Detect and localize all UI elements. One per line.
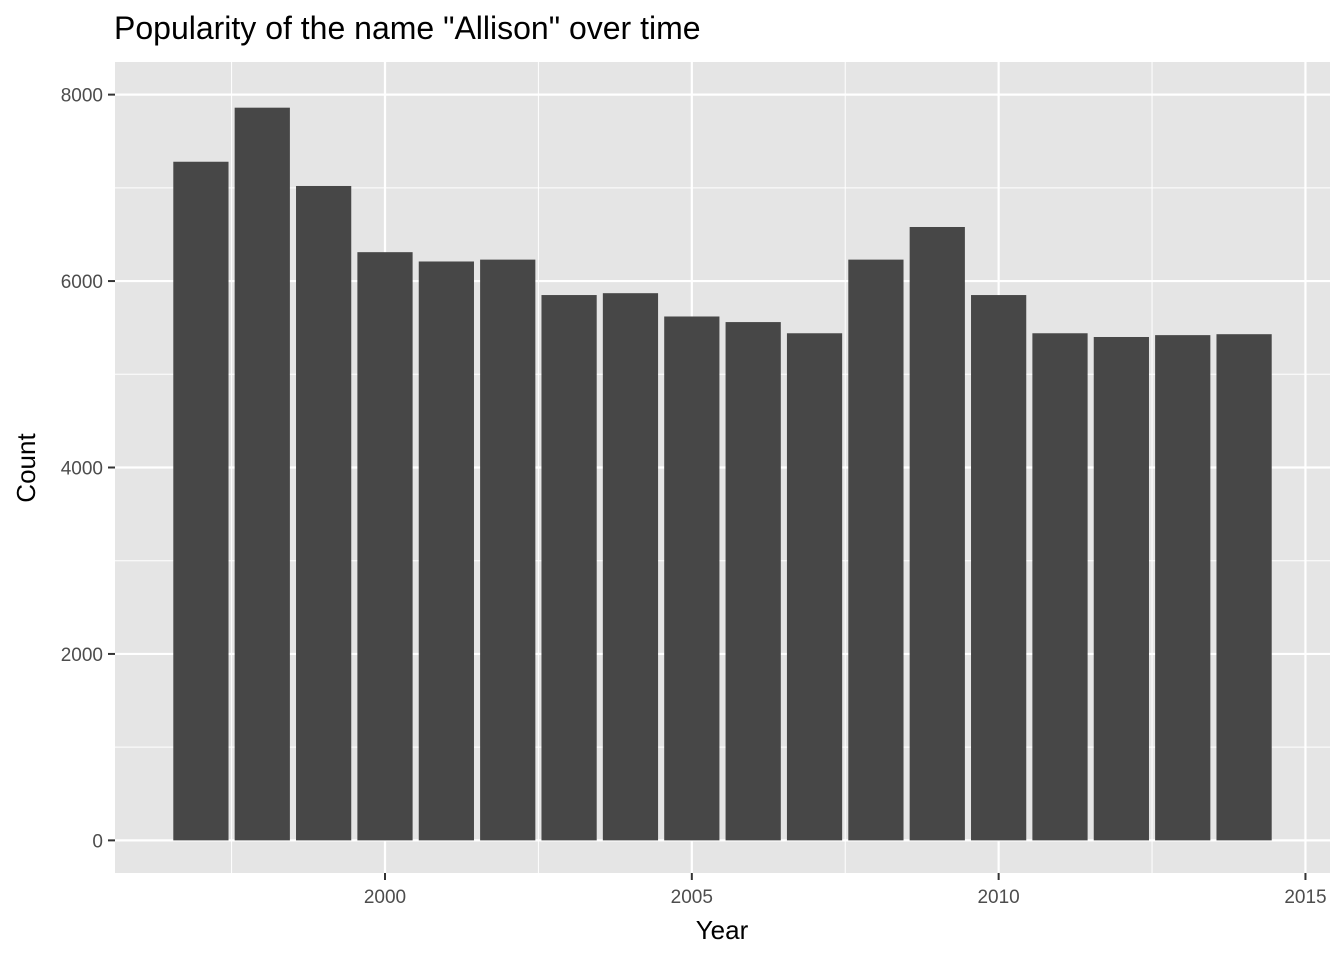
x-tick-label: 2010 — [977, 887, 1019, 908]
y-axis: 0 2000 4000 6000 8000 — [61, 86, 115, 852]
bar-2013 — [1155, 335, 1211, 841]
bar-1999 — [296, 185, 352, 841]
bar-2008 — [848, 259, 904, 841]
bar-2001 — [418, 261, 474, 841]
bar-2009 — [909, 226, 965, 841]
bar-2010 — [971, 295, 1027, 841]
bar-2011 — [1032, 333, 1088, 841]
bar-1997 — [173, 161, 229, 841]
bar-2005 — [664, 316, 720, 841]
y-tick-label: 8000 — [61, 86, 103, 107]
bar-2007 — [786, 333, 843, 841]
y-tick-label: 2000 — [61, 645, 103, 666]
bar-2006 — [725, 322, 781, 841]
bars — [173, 107, 1272, 841]
bar-1998 — [234, 107, 290, 841]
bar-2012 — [1093, 336, 1149, 841]
x-tick-label: 2000 — [364, 887, 406, 908]
chart-title: Popularity of the name "Allison" over ti… — [114, 10, 701, 46]
bar-2014 — [1216, 334, 1272, 841]
y-tick-label: 4000 — [61, 459, 103, 480]
bar-2003 — [541, 295, 597, 841]
x-tick-label: 2015 — [1284, 887, 1326, 908]
y-tick-label: 6000 — [61, 272, 103, 293]
x-axis-title: Year — [696, 915, 749, 945]
x-axis: 2000 2005 2010 2015 — [364, 873, 1327, 908]
y-axis-title: Count — [11, 433, 41, 503]
y-tick-label: 0 — [92, 831, 103, 852]
bar-2004 — [602, 293, 659, 841]
x-tick-label: 2005 — [671, 887, 713, 908]
bar-2002 — [480, 259, 536, 841]
bar-2000 — [357, 252, 413, 841]
